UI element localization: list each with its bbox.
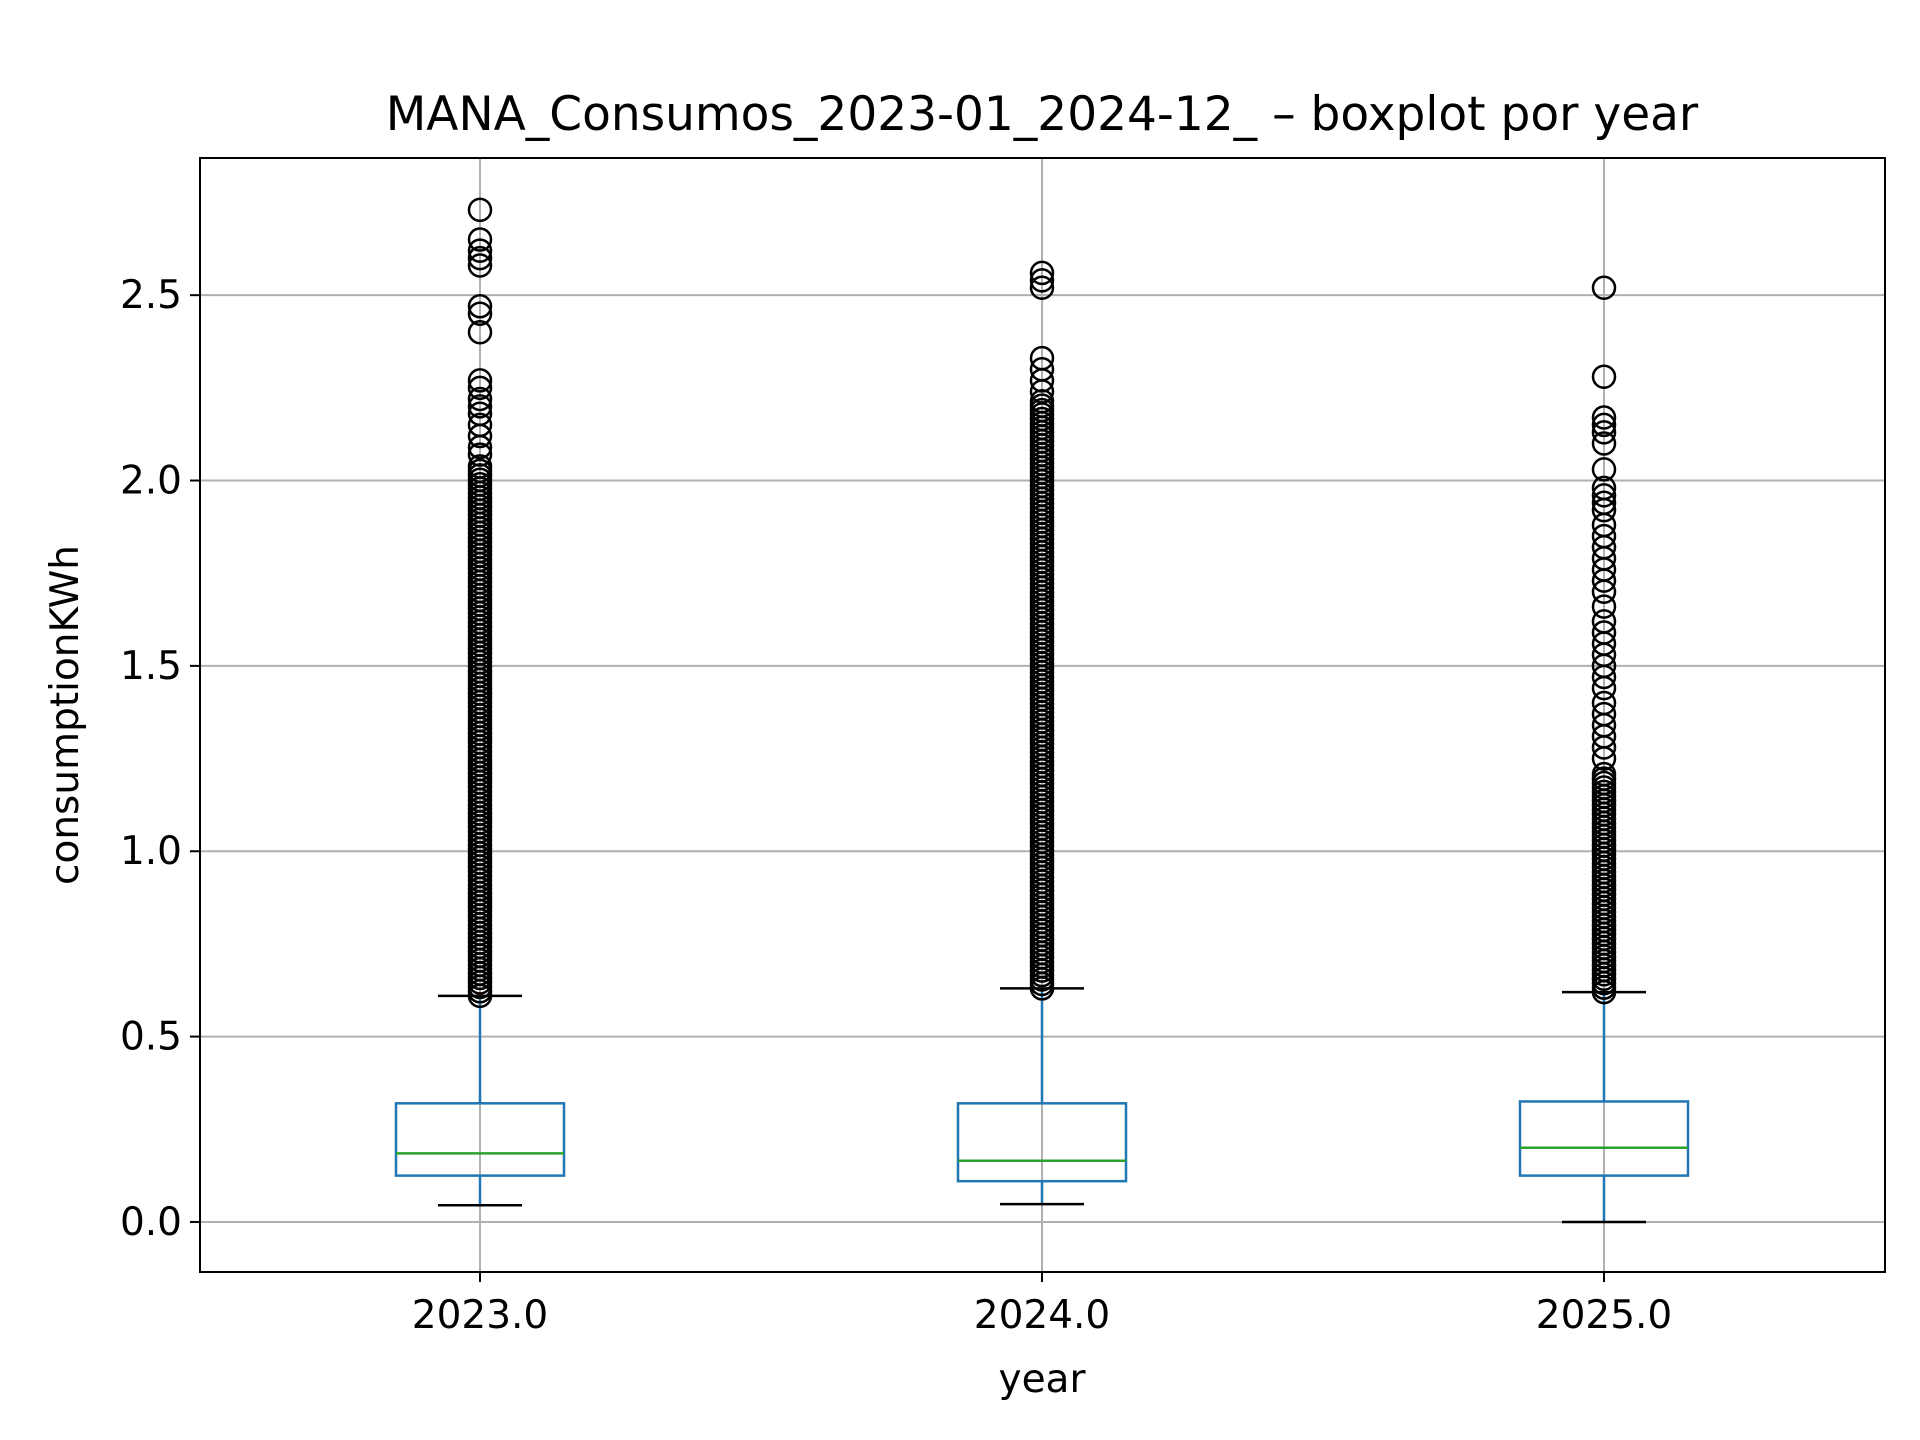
outlier-point [467,301,493,326]
box-layer [394,987,1690,1224]
outlier-point [1591,412,1617,438]
outlier-point [467,245,493,271]
outlier-point [1029,357,1055,382]
y-tick-label: 0.0 [120,1200,182,1245]
outlier-point [1029,275,1055,301]
outlier-point [1591,483,1617,508]
outlier-point [467,401,493,427]
outlier-point [467,442,493,467]
outlier-point [1591,457,1617,482]
y-tick-label: 2.0 [120,459,182,504]
x-tick-label: 2023.0 [412,1293,548,1338]
outlier-point [467,238,493,263]
box-iqr [956,1102,1128,1183]
outlier-point [1029,268,1055,293]
outlier-point [467,197,493,223]
outlier-point [1591,275,1617,301]
outlier-point [1591,420,1617,445]
outlier-point [1591,761,1617,787]
outlier-point [1591,701,1617,727]
tick-layer: 0.0 0.5 1.0 1.5 2.0 2.5 2023.0 2024.0 2025.0 [120,273,1672,1338]
outlier-point [1591,620,1617,645]
outlier-point [1591,405,1617,430]
outlier-point [467,375,493,401]
outlier-point [1591,523,1617,549]
outlier-point [1591,364,1617,389]
outlier-point [1591,690,1617,716]
x-tick-label: 2024.0 [974,1293,1110,1338]
box-iqr [394,1102,566,1177]
outlier-point [467,412,493,438]
outlier-point [467,368,493,393]
outlier-point [467,394,493,419]
y-tick-label: 1.5 [120,644,182,689]
outlier-point [1591,431,1617,456]
outlier-point [1591,609,1617,634]
outlier-point [1029,260,1055,286]
y-axis-label: consumptionKWh [43,545,88,885]
outlier-point [1591,490,1617,516]
outlier-point [467,454,493,479]
outlier-point [1029,345,1055,371]
outlier-point [467,253,493,278]
box-iqr [1518,1100,1690,1177]
outlier-point [1591,594,1617,619]
chart-title: MANA_Consumos_2023-01_2024-12_ – boxplot… [386,87,1699,142]
y-tick-label: 1.0 [120,829,182,874]
y-tick-label: 0.5 [120,1015,182,1060]
x-axis-label: year [998,1357,1086,1402]
outlier-point [467,294,493,319]
outlier-point [467,386,493,412]
x-tick-label: 2025.0 [1536,1293,1672,1338]
outlier-point [1591,475,1617,501]
flier-layer [467,197,1617,1009]
outlier-point [467,227,493,252]
y-tick-label: 2.5 [120,273,182,318]
outlier-point [467,319,493,345]
